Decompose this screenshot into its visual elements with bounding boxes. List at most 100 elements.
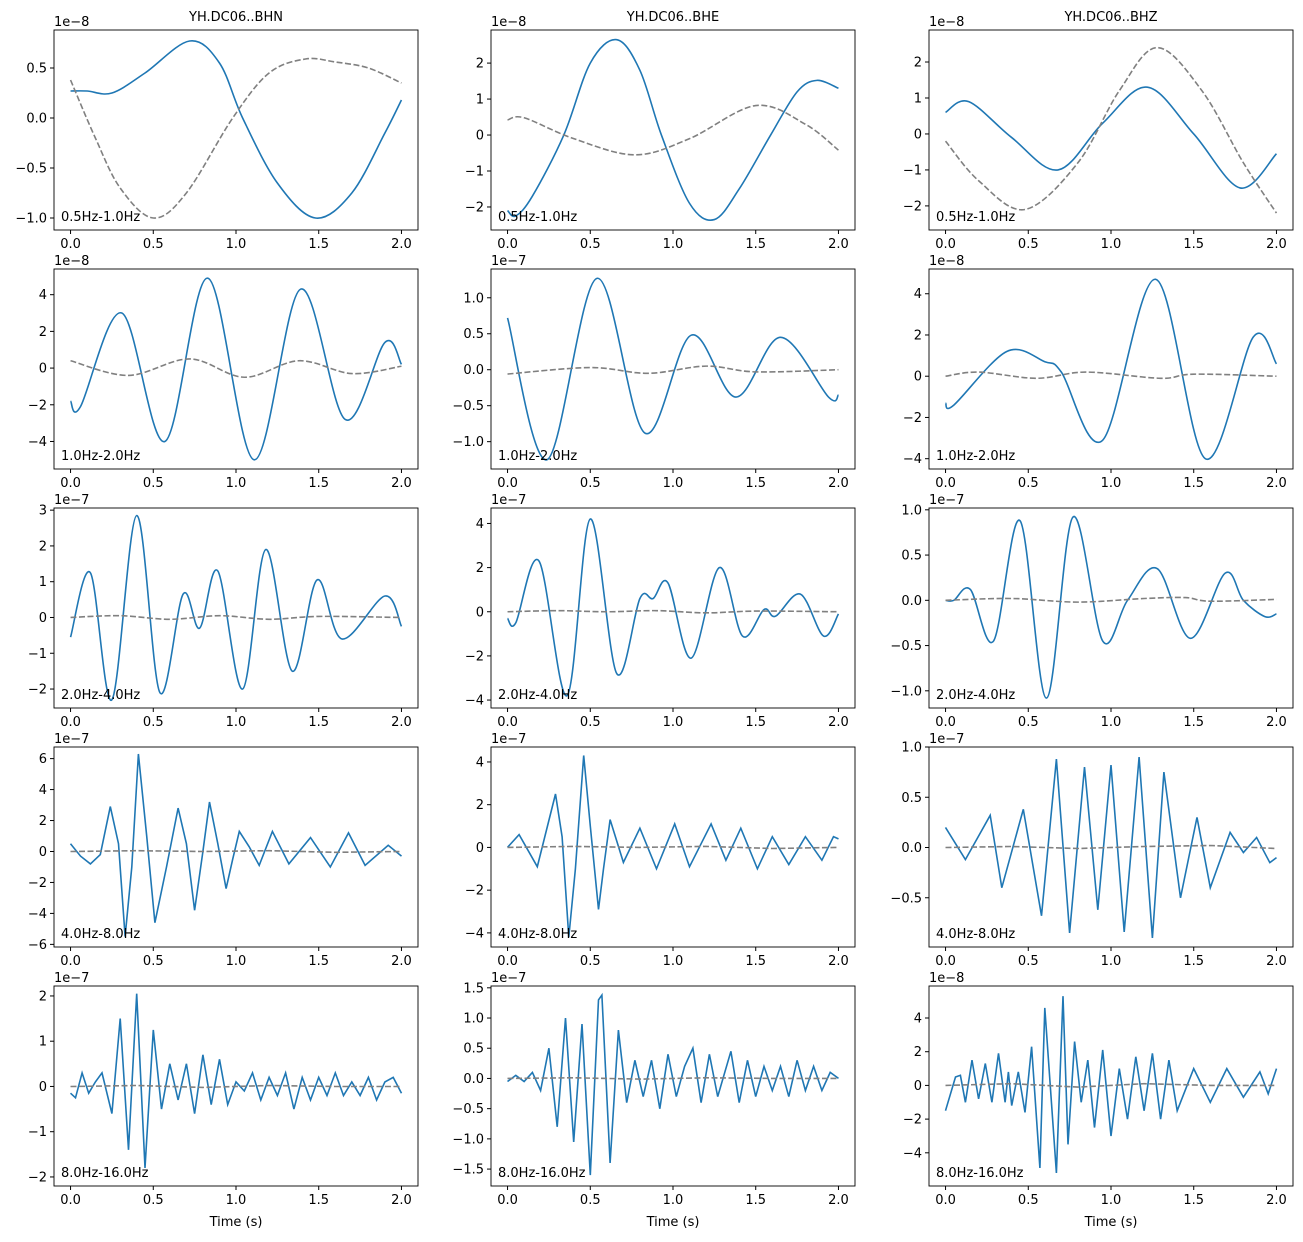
- y-tick-label: −2: [28, 876, 47, 891]
- envelope-line: [507, 365, 839, 375]
- x-tick-label: 1.0: [1101, 237, 1122, 252]
- subplot-3-1: 0.0 0.5 1.0 1.5 2.0 −2 −1 0 1 2 3 1e−7 2.0Hz-4.0Hz: [28, 493, 419, 730]
- envelope-line: [70, 849, 402, 854]
- x-tick-label: 1.0: [226, 1193, 247, 1208]
- y-offset-text: 1e−7: [491, 971, 526, 986]
- x-tick-label: 0.5: [580, 715, 601, 730]
- axes-frame: [490, 507, 856, 709]
- x-tick-label: 0.0: [935, 715, 956, 730]
- y-tick-label: −6: [28, 938, 47, 953]
- x-tick-label: 1.5: [308, 237, 329, 252]
- subplot-2-1: 0.0 0.5 1.0 1.5 2.0 −4 −2 0 2 4 1e−8 1.0Hz-2.0Hz: [28, 254, 419, 491]
- subplot-4-2: 0.0 0.5 1.0 1.5 2.0 −4 −2 0 2 4 1e−7 4.0Hz-8.0Hz: [465, 732, 856, 969]
- axes-frame: [53, 268, 419, 470]
- signal-line: [69, 514, 403, 701]
- x-tick-label: 1.5: [745, 954, 766, 969]
- envelope-line: [70, 358, 402, 379]
- x-tick-label: 1.0: [226, 476, 247, 491]
- y-tick-label: 2: [39, 989, 47, 1004]
- y-tick-label: −4: [465, 926, 484, 941]
- x-tick-label: 2.0: [391, 715, 412, 730]
- y-tick-label: 0.0: [901, 841, 922, 856]
- signal-line: [70, 40, 403, 219]
- y-offset-text: 1e−7: [54, 732, 89, 747]
- x-axis-label: Time (s): [209, 1215, 263, 1230]
- y-tick-label: 1.0: [463, 1012, 484, 1027]
- y-tick-label: 4: [39, 288, 47, 303]
- band-label: 0.5Hz-1.0Hz: [61, 210, 140, 225]
- y-tick-label: 4: [914, 1012, 922, 1027]
- envelope-line: [507, 845, 839, 850]
- subplot-5-1: 0.0 0.5 1.0 1.5 2.0 −2 −1 0 1 2 1e−7 8.0Hz-16.0Hz Ti…: [28, 971, 419, 1230]
- band-label: 4.0Hz-8.0Hz: [936, 927, 1015, 942]
- y-tick-label: −4: [903, 1146, 922, 1161]
- y-tick-label: 4: [39, 783, 47, 798]
- x-tick-label: 2.0: [391, 476, 412, 491]
- band-label: 8.0Hz-16.0Hz: [936, 1166, 1024, 1181]
- y-tick-label: −2: [465, 649, 484, 664]
- x-tick-label: 1.5: [1183, 476, 1204, 491]
- envelope-line: [945, 596, 1277, 603]
- y-tick-label: 1.0: [901, 503, 922, 518]
- y-tick-label: 2: [39, 539, 47, 554]
- x-tick-label: 0.0: [497, 715, 518, 730]
- y-tick-label: −1: [28, 1125, 47, 1140]
- y-tick-label: 0.0: [901, 594, 922, 609]
- x-tick-label: 1.0: [663, 237, 684, 252]
- y-tick-label: 0.0: [463, 1072, 484, 1087]
- y-tick-label: 0: [476, 841, 484, 856]
- y-tick-label: 0: [914, 1079, 922, 1094]
- subplot-5-3: 0.0 0.5 1.0 1.5 2.0 −4 −2 0 2 4 1e−8 8.0Hz-16.0Hz Ti…: [903, 971, 1294, 1230]
- x-tick-label: 1.0: [663, 476, 684, 491]
- x-tick-label: 2.0: [1266, 237, 1287, 252]
- y-tick-label: −2: [28, 683, 47, 698]
- axes-frame: [490, 29, 856, 231]
- y-tick-label: −0.5: [890, 891, 922, 906]
- x-tick-label: 0.5: [143, 1193, 164, 1208]
- x-tick-label: 0.0: [935, 954, 956, 969]
- subplot-title: YH.DC06..BHZ: [1063, 10, 1157, 25]
- y-offset-text: 1e−7: [491, 732, 526, 747]
- signal-line: [506, 277, 840, 461]
- x-tick-label: 1.0: [226, 237, 247, 252]
- x-tick-label: 1.5: [1183, 954, 1204, 969]
- envelope-line: [507, 104, 839, 156]
- x-tick-label: 1.0: [1101, 476, 1122, 491]
- y-tick-label: −2: [28, 1170, 47, 1185]
- y-tick-label: −1.0: [890, 684, 922, 699]
- y-offset-text: 1e−8: [929, 15, 964, 30]
- x-tick-label: 2.0: [391, 237, 412, 252]
- x-tick-label: 0.0: [497, 237, 518, 252]
- envelope-line: [70, 614, 402, 621]
- y-offset-text: 1e−7: [929, 732, 964, 747]
- x-tick-label: 2.0: [828, 237, 849, 252]
- y-tick-label: −4: [903, 452, 922, 467]
- band-label: 1.0Hz-2.0Hz: [936, 449, 1015, 464]
- envelope-line: [945, 1082, 1277, 1088]
- signal-line: [945, 516, 1277, 699]
- y-tick-label: −2: [28, 398, 47, 413]
- envelope-line: [944, 46, 1278, 214]
- y-tick-label: −2: [465, 200, 484, 215]
- x-tick-label: 2.0: [1266, 476, 1287, 491]
- subplot-2-2: 0.0 0.5 1.0 1.5 2.0 −1.0 −0.5 0.0 0.5 1.0 1e−7 1.0H…: [452, 254, 856, 491]
- x-tick-label: 1.5: [308, 954, 329, 969]
- y-tick-label: −0.5: [452, 1102, 484, 1117]
- y-tick-label: 1: [39, 1035, 47, 1050]
- y-tick-label: 1.0: [463, 291, 484, 306]
- y-offset-text: 1e−8: [929, 971, 964, 986]
- subplot-1-3: 0.0 0.5 1.0 1.5 2.0 −2 −1 0 1 2 1e−8 0.5Hz-1.0Hz YH.…: [903, 10, 1294, 252]
- x-tick-label: 2.0: [1266, 1193, 1287, 1208]
- y-tick-label: −0.5: [890, 639, 922, 654]
- signal-line: [506, 755, 839, 938]
- x-tick-label: 1.0: [1101, 954, 1122, 969]
- x-tick-label: 0.5: [580, 237, 601, 252]
- subplot-3-3: 0.0 0.5 1.0 1.5 2.0 −1.0 −0.5 0.0 0.5 1.0 1e−7 2.0H…: [890, 493, 1294, 730]
- signal-line: [69, 993, 403, 1168]
- x-tick-label: 1.5: [308, 476, 329, 491]
- y-tick-label: 0: [914, 370, 922, 385]
- x-tick-label: 1.0: [226, 715, 247, 730]
- x-tick-label: 0.0: [60, 237, 81, 252]
- x-axis-label: Time (s): [646, 1215, 700, 1230]
